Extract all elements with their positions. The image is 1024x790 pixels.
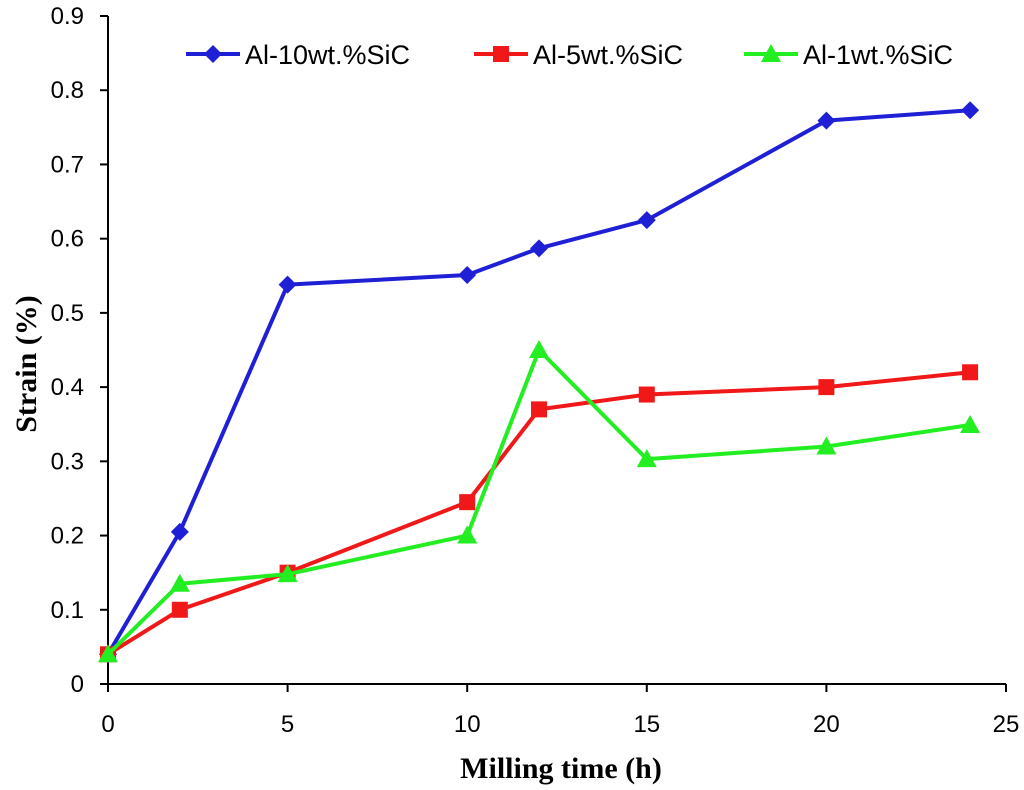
data-point <box>171 601 188 618</box>
x-axis-ticks: 0 5 10 15 20 25 <box>101 684 1019 738</box>
plot-area: 0 0.1 0.2 0.3 0.4 0.5 0.6 0.7 0.8 0.9 0 5 10 15 20 25 <box>51 3 1020 738</box>
y-tick-label: 0.8 <box>51 77 84 104</box>
data-point <box>170 522 189 541</box>
y-tick-label: 0.3 <box>51 448 84 475</box>
legend-marker <box>761 44 781 62</box>
y-tick-label: 0.7 <box>51 151 84 178</box>
legend-item: Al-5wt.%SiC <box>474 40 683 70</box>
x-tick-label: 5 <box>281 711 294 738</box>
legend-marker <box>204 45 222 63</box>
y-axis-title: Strain (%) <box>10 295 43 433</box>
legend-item: Al-10wt.%SiC <box>186 40 410 70</box>
legend-label: Al-5wt.%SiC <box>533 40 683 70</box>
legend: Al-10wt.%SiC Al-5wt.%SiC Al-1wt.%SiC <box>186 40 953 70</box>
legend-marker <box>493 46 509 62</box>
x-tick-label: 20 <box>813 711 840 738</box>
y-tick-label: 0.5 <box>51 300 84 327</box>
data-point <box>636 449 657 468</box>
x-tick-label: 0 <box>101 711 114 738</box>
series-1 <box>99 101 980 664</box>
data-point <box>277 564 298 583</box>
series-layer <box>98 101 981 664</box>
y-tick-label: 0.4 <box>51 374 84 401</box>
x-tick-label: 15 <box>633 711 660 738</box>
series-line <box>106 370 971 657</box>
y-tick-label: 0.9 <box>51 3 84 30</box>
data-point <box>458 266 477 285</box>
x-tick-label: 25 <box>993 711 1020 738</box>
data-point <box>817 111 836 130</box>
data-point <box>961 101 980 120</box>
data-point <box>637 211 656 230</box>
data-point <box>459 494 476 511</box>
data-point <box>278 275 297 294</box>
y-axis-ticks: 0 0.1 0.2 0.3 0.4 0.5 0.6 0.7 0.8 0.9 <box>51 3 108 698</box>
data-point <box>530 239 549 258</box>
data-point <box>960 414 981 433</box>
data-point <box>529 340 550 358</box>
y-tick-label: 0.1 <box>51 597 84 624</box>
data-point <box>818 379 835 396</box>
data-point <box>962 364 979 381</box>
y-tick-label: 0 <box>71 671 84 698</box>
data-point <box>98 644 118 663</box>
data-point <box>531 401 548 418</box>
legend-label: Al-1wt.%SiC <box>803 40 953 70</box>
data-point <box>816 436 837 455</box>
x-axis-title: Milling time (h) <box>460 752 662 785</box>
legend-label: Al-10wt.%SiC <box>245 40 410 70</box>
y-tick-label: 0.2 <box>51 523 84 550</box>
x-tick-label: 10 <box>454 711 481 738</box>
series-line <box>106 108 971 656</box>
data-point <box>457 525 478 544</box>
data-point <box>638 386 655 403</box>
series-line <box>106 348 971 656</box>
data-point <box>169 573 190 592</box>
legend-item: Al-1wt.%SiC <box>744 40 953 70</box>
y-tick-label: 0.6 <box>51 226 84 253</box>
series-3 <box>98 340 981 663</box>
